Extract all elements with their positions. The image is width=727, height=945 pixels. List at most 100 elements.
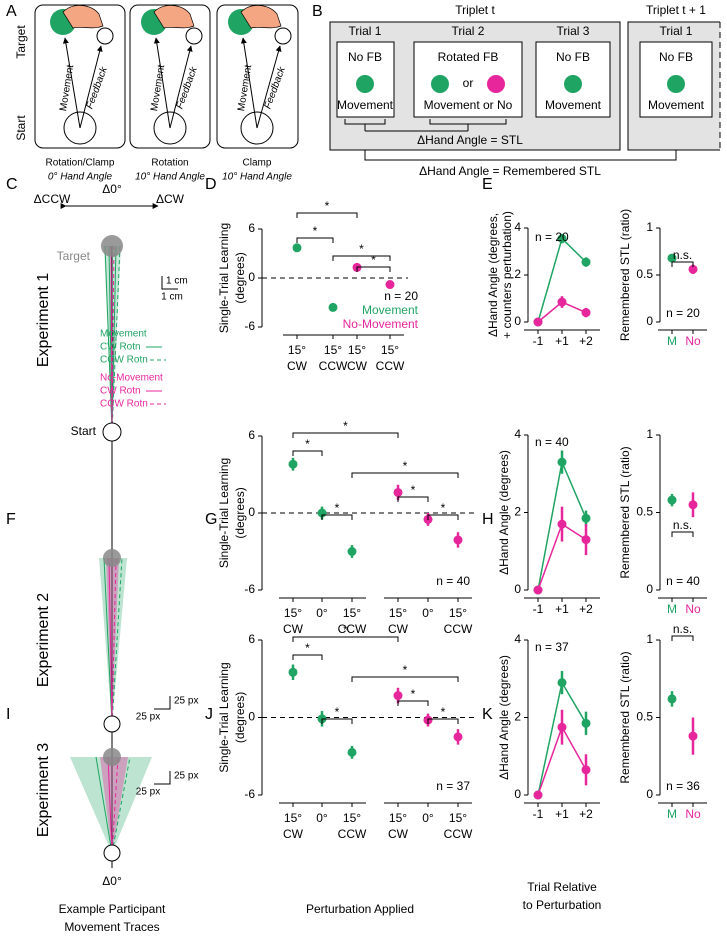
point — [288, 667, 298, 677]
significance-label: n.s. — [673, 518, 692, 532]
panel-label: I — [6, 706, 10, 723]
axis-label: Target — [14, 25, 28, 59]
condition-box-line — [256, 45, 282, 129]
condition-box: Movement Feedback — [216, 4, 299, 149]
condition-box-circle — [185, 27, 203, 45]
significance-label: * — [343, 623, 348, 637]
panel-label: G — [205, 511, 217, 528]
direction-label: ΔCW — [156, 192, 185, 206]
point — [688, 500, 698, 510]
point — [581, 718, 591, 728]
condition-angle: 10° Hand Angle — [135, 172, 205, 183]
movement-traces-path — [161, 276, 178, 290]
panel-b: Triplet t Trial 1 Trial 2 Trial 3 No FB … — [329, 3, 721, 178]
legend-label: Movement — [362, 303, 419, 317]
movement-traces-line — [111, 756, 119, 854]
point — [581, 535, 591, 545]
panel-label: C — [6, 176, 18, 193]
movement-traces-line — [107, 756, 113, 854]
panel-b-circle — [487, 75, 505, 93]
panel-labels: A B C D E F G H I J K — [6, 3, 494, 723]
condition-box-circle — [96, 27, 114, 45]
arrow-label: Feedback — [84, 65, 110, 111]
bracket-label: ΔHand Angle = STL — [417, 133, 523, 147]
panel-label: H — [482, 511, 494, 528]
significance-bracket — [296, 212, 358, 218]
x-tick-label: +1 — [555, 807, 569, 821]
condition-name: Clamp — [243, 158, 272, 169]
y-axis-label: Single-Trial Learning — [217, 662, 231, 772]
y-tick-label: 0.5 — [636, 267, 653, 281]
significance-bracket — [427, 514, 459, 520]
significance-label: n.s. — [673, 622, 692, 636]
triplet-title: Triplet t — [455, 3, 495, 17]
sample-size: n = 40 — [666, 574, 700, 588]
y-tick-label: -6 — [244, 582, 255, 596]
x-tick-label: CCW — [338, 827, 367, 841]
movement-traces-polygon — [70, 757, 152, 853]
x-tick-label: CW — [388, 622, 409, 636]
y-axis-label: Single-Trial Learning — [217, 458, 231, 568]
trial-feedback: No FB — [348, 50, 382, 64]
y-tick-label: 0 — [248, 505, 255, 519]
arrow-label: Movement — [149, 64, 167, 112]
condition-box-rect — [216, 4, 299, 149]
significance-label: * — [335, 705, 340, 719]
y-tick-label: 2 — [514, 710, 521, 724]
point — [557, 722, 567, 732]
condition-box-path — [240, 5, 282, 29]
y-tick-label: 0 — [248, 270, 255, 284]
legend-group: Movement — [100, 329, 147, 340]
x-axis-label: Perturbation Applied — [306, 902, 414, 916]
significance-bracket — [351, 472, 459, 478]
point — [581, 513, 591, 523]
x-tick-label: +1 — [555, 602, 569, 616]
x-axis-label: to Perturbation — [523, 898, 602, 912]
panel-b-circle — [667, 75, 685, 93]
condition-box-line — [62, 37, 81, 129]
scale-label: 1 cm — [166, 276, 188, 287]
movement-traces-line — [111, 756, 131, 854]
point — [557, 297, 567, 307]
y-tick-label: -6 — [244, 787, 255, 801]
y-tick-label: 0 — [646, 787, 653, 801]
trial-name: Trial 3 — [557, 24, 590, 38]
condition-box-circle — [63, 111, 97, 145]
panel-label: F — [6, 511, 16, 528]
point — [453, 535, 463, 545]
trial-name: Trial 1 — [660, 24, 693, 38]
legend-label: CW Rotn — [100, 386, 141, 397]
start-label: Start — [71, 424, 97, 438]
x-tick-label: 0° — [316, 606, 328, 620]
point — [581, 257, 591, 267]
point — [667, 694, 677, 704]
significance-label: * — [403, 663, 408, 677]
bracket-label: ΔHand Angle = Remembered STL — [419, 164, 601, 178]
movement-traces-circle — [103, 748, 121, 766]
x-tick-label: -1 — [533, 334, 544, 348]
movement-traces-line — [104, 245, 113, 433]
axis-label: Start — [14, 115, 28, 141]
movement-traces-circle — [103, 715, 121, 733]
sample-size: n = 20 — [666, 306, 700, 320]
legend-label: CW Rotn — [100, 342, 141, 353]
panel-label: J — [205, 706, 213, 723]
significance-bracket — [351, 676, 459, 682]
panel-label: A — [6, 3, 17, 20]
significance-bracket — [427, 718, 459, 724]
y-tick-label: 0 — [514, 787, 521, 801]
sample-size: n = 40 — [436, 574, 470, 588]
x-tick-label: No — [685, 602, 701, 616]
legend-label: No-Movement — [343, 317, 419, 331]
point — [688, 731, 698, 741]
significance-bracket — [671, 531, 694, 537]
movement-traces-circle — [103, 549, 121, 567]
y-tick-label: 6 — [248, 632, 255, 646]
trial-feedback: No FB — [659, 50, 693, 64]
trial-outcome: Movement — [648, 98, 705, 112]
x-tick-label: M — [667, 334, 677, 348]
y-axis-label: ΔHand Angle (degrees) — [497, 655, 511, 780]
trial-or: or — [463, 76, 474, 90]
